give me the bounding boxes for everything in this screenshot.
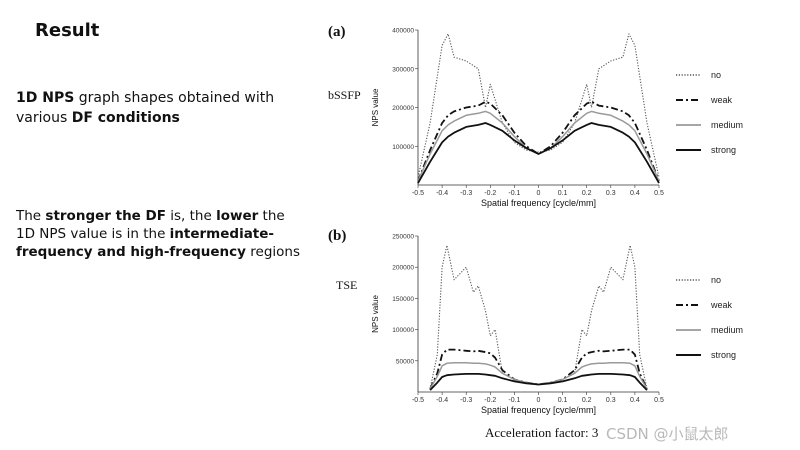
y-tick-label: 100000	[392, 144, 414, 151]
x-tick-label: 0.4	[630, 190, 640, 197]
y-tick-label: 400000	[392, 28, 414, 35]
legend-label-no: no	[711, 70, 721, 80]
panel-label-b: (b)	[328, 228, 347, 244]
legend-label-medium: medium	[711, 325, 743, 335]
sequence-label-bssfp: bSSFP	[328, 88, 361, 102]
series-line-strong	[417, 122, 660, 184]
y-tick-label: 200000	[392, 105, 414, 112]
y-tick-label: 50000	[396, 358, 414, 365]
para1-bold-2: DF conditions	[71, 110, 180, 126]
para1-bold-1: 1D NPS	[16, 90, 75, 106]
x-tick-label: -0.3	[460, 397, 472, 404]
legend-label-medium: medium	[711, 120, 743, 130]
y-axis-label: NPS value	[371, 295, 380, 333]
x-tick-label: 0.4	[630, 397, 640, 404]
x-tick-label: -0.2	[484, 397, 496, 404]
y-axis-label: NPS value	[371, 88, 380, 126]
x-tick-label: -0.4	[436, 190, 448, 197]
series-line-weak	[429, 348, 648, 390]
x-tick-label: -0.5	[412, 190, 424, 197]
x-tick-label: 0.1	[558, 190, 568, 197]
legend-label-weak: weak	[710, 95, 733, 105]
para2-text-3: the 1D NPS value is in the	[16, 208, 285, 242]
chart-tse: 50000 100000 150000 200000 250000 -0.5 -0.4 -0.…	[371, 234, 743, 416]
y-tick-label: 150000	[392, 296, 414, 303]
x-tick-label: 0	[537, 190, 541, 197]
y-tick-label: 300000	[392, 66, 414, 73]
legend-label-strong: strong	[711, 145, 736, 155]
chart-bssfp: 100000 200000 300000 400000 -0.5 -0.4 -0.3 -0.2…	[371, 28, 743, 209]
series-line-no	[429, 244, 648, 390]
para2-text-2: is, the	[165, 208, 217, 224]
para2-bold-1: stronger the DF	[45, 208, 166, 224]
slide-title: Result	[35, 20, 100, 41]
x-tick-label: 0.3	[606, 190, 616, 197]
para2-text-1: The	[16, 208, 46, 224]
x-tick-label: -0.4	[436, 397, 448, 404]
x-tick-label: -0.3	[460, 190, 472, 197]
df-effect-paragraph: The stronger the DF is, the lower the 1D…	[16, 207, 306, 261]
watermark: CSDN @小鼠太郎	[606, 425, 729, 443]
x-tick-label: -0.5	[412, 397, 424, 404]
para2-text-4: regions	[245, 244, 300, 260]
para2-bold-2: lower	[216, 208, 259, 224]
x-tick-label: 0	[537, 397, 541, 404]
legend-label-strong: strong	[711, 350, 736, 360]
x-tick-label: 0.5	[654, 397, 664, 404]
x-tick-label: -0.1	[508, 397, 520, 404]
y-tick-label: 100000	[392, 327, 414, 334]
x-tick-label: 0.3	[606, 397, 616, 404]
sequence-label-tse: TSE	[336, 278, 358, 292]
x-axis-label: Spatial frequency [cycle/mm]	[481, 198, 596, 208]
x-tick-label: -0.1	[508, 190, 520, 197]
x-tick-label: 0.5	[654, 190, 664, 197]
y-tick-label: 250000	[392, 234, 414, 241]
y-tick-label: 200000	[392, 265, 414, 272]
legend-label-weak: weak	[710, 300, 733, 310]
x-tick-label: 0.2	[582, 397, 592, 404]
x-tick-label: -0.2	[484, 190, 496, 197]
series-line-strong	[429, 372, 648, 391]
para1-text-1: graph shapes obtained with various	[16, 90, 275, 126]
series-line-weak	[417, 100, 660, 182]
para2-bold-3: intermediate-frequency and high-frequenc…	[16, 226, 275, 260]
x-axis-label: Spatial frequency [cycle/mm]	[481, 405, 596, 415]
series-line-medium	[417, 110, 660, 182]
x-tick-label: 0.2	[582, 190, 592, 197]
nps-shapes-paragraph: 1D NPS graph shapes obtained with variou…	[16, 88, 306, 128]
acceleration-factor-note: Acceleration factor: 3	[485, 425, 599, 440]
series-line-no	[417, 33, 660, 178]
panel-label-a: (a)	[328, 24, 346, 40]
legend-label-no: no	[711, 275, 721, 285]
x-tick-label: 0.1	[558, 397, 568, 404]
